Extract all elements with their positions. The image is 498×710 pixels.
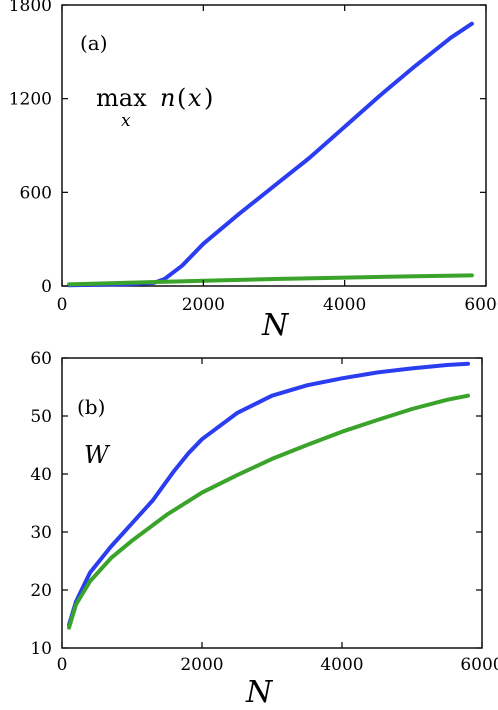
panel-b-ytick-label: 30 (30, 523, 52, 543)
panel-b-series-line-1 (67, 361, 470, 627)
annotation-fn: n (160, 84, 175, 112)
panel-b-xtick-label: 0 (57, 655, 68, 675)
panel-b-ytick-label: 40 (30, 465, 52, 485)
panel-a-ytick-label: 1800 (9, 0, 52, 16)
panel-b-series (67, 361, 470, 630)
panel-b-ytick-label: 10 (30, 639, 52, 659)
panel-b-frame (61, 357, 483, 649)
panel-a-ytick-label: 0 (41, 277, 52, 297)
panel-a-ytick-label: 1200 (9, 90, 52, 110)
panel-a-xlabel: N (261, 308, 290, 343)
annotation-arg: x (188, 84, 202, 112)
panel-a-annotation: max x n ( x ) (96, 84, 213, 131)
annotation-open-paren: ( (177, 84, 186, 112)
panel-a-xtick-label: 0 (57, 295, 68, 315)
panel-a-frame (61, 4, 487, 287)
panel-a-label: (a) (80, 31, 108, 55)
panel-a-ytick-label: 600 (20, 183, 52, 203)
annotation-max-subscript: x (121, 111, 131, 131)
panel-b-annotation: W (84, 441, 111, 469)
panel-b-ytick-label: 50 (30, 407, 52, 427)
panel-b-label: (b) (77, 395, 105, 419)
panel-b-xlabel: N (245, 675, 274, 710)
annotation-close-paren: ) (204, 84, 213, 112)
panel-b-ytick-label: 20 (30, 581, 52, 601)
panel-b-xtick-label: 2000 (180, 655, 223, 675)
annotation-max-op: max (96, 84, 147, 112)
panel-a-series-line-1 (67, 21, 474, 288)
panel-a-xtick-label: 4000 (323, 295, 366, 315)
panel-b-ytick-label: 60 (30, 349, 52, 369)
panel-a-series (67, 21, 474, 288)
panel-b-series-line-2 (67, 393, 470, 630)
panel-a-xtick-label: 2000 (182, 295, 225, 315)
panel-a-series-line-2 (67, 273, 474, 287)
panel-b-xtick-label: 4000 (320, 655, 363, 675)
